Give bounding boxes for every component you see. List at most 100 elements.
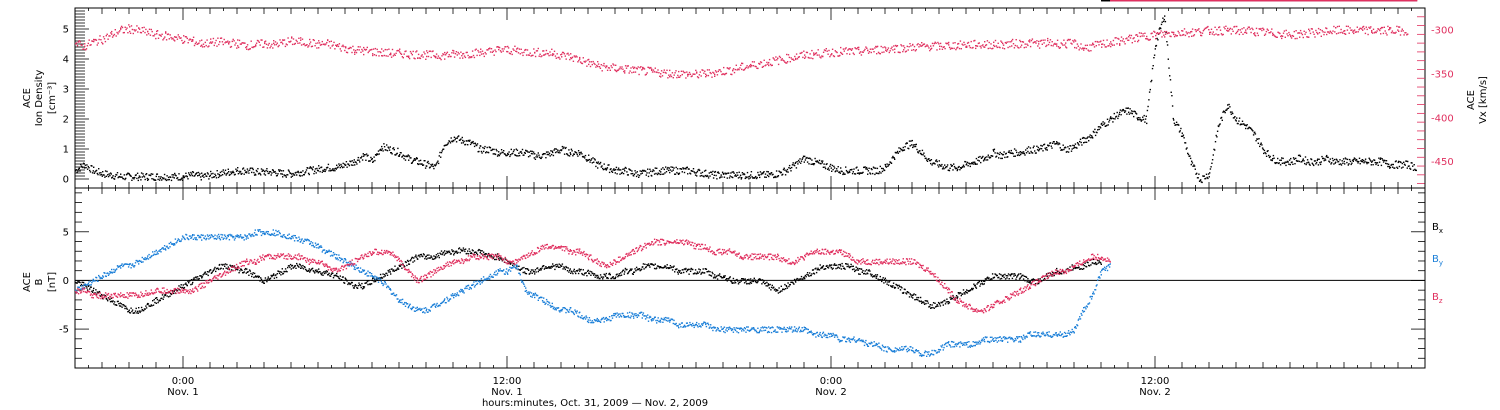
velocity-point	[665, 72, 667, 74]
velocity-point	[325, 43, 327, 45]
density-point	[232, 170, 234, 173]
velocity-point	[228, 43, 230, 45]
velocity-point	[1083, 47, 1086, 49]
density-point	[624, 170, 626, 172]
velocity-point	[620, 68, 622, 70]
bx-point	[728, 278, 730, 280]
velocity-point	[1083, 49, 1085, 51]
density-point	[730, 172, 732, 174]
density-point	[602, 168, 605, 171]
velocity-point	[483, 55, 485, 58]
density-point	[599, 163, 601, 165]
velocity-point	[868, 51, 871, 53]
velocity-point	[642, 67, 645, 69]
density-point	[836, 170, 839, 172]
velocity-point	[365, 48, 368, 51]
velocity-point	[1362, 25, 1365, 28]
bx-point	[687, 269, 689, 271]
velocity-point	[315, 42, 317, 45]
density-point	[851, 168, 853, 171]
density-point	[762, 172, 764, 174]
density-point	[336, 167, 339, 169]
bx-point	[604, 274, 606, 276]
velocity-point	[586, 65, 588, 67]
density-point	[577, 150, 580, 152]
density-point	[215, 175, 217, 177]
density-point	[985, 159, 987, 161]
velocity-point	[660, 73, 662, 75]
density-point	[943, 168, 945, 170]
density-point	[806, 156, 808, 159]
density-point	[168, 178, 170, 181]
velocity-point	[866, 47, 868, 49]
density-point	[578, 152, 580, 154]
bx-point	[642, 266, 644, 268]
velocity-point	[1130, 34, 1133, 37]
density-point	[643, 169, 645, 172]
density-point	[1084, 141, 1086, 143]
density-point	[237, 173, 240, 175]
bx-point	[963, 292, 965, 294]
velocity-point	[932, 45, 935, 47]
velocity-point	[662, 71, 665, 74]
density-point	[1400, 161, 1402, 164]
bx-point	[431, 256, 433, 258]
velocity-point	[1371, 32, 1374, 34]
density-point	[520, 150, 522, 153]
velocity-point	[1245, 31, 1247, 33]
bx-point	[309, 270, 312, 272]
bx-point	[624, 267, 627, 270]
density-point	[929, 159, 931, 162]
density-point	[989, 156, 992, 159]
bottom-panel-frame	[74, 187, 1426, 369]
velocity-point	[339, 48, 341, 50]
density-point	[1387, 165, 1389, 168]
bx-point	[109, 298, 111, 301]
density-point	[200, 179, 202, 181]
bx-point	[535, 271, 537, 273]
density-point	[970, 163, 972, 165]
density-point	[264, 170, 266, 173]
velocity-point	[1209, 33, 1211, 35]
velocity-point	[766, 61, 768, 64]
density-point	[977, 159, 979, 161]
density-point	[237, 167, 239, 169]
density-point	[1189, 157, 1192, 160]
velocity-point	[922, 43, 925, 45]
bx-point	[225, 267, 227, 269]
bx-point	[897, 287, 899, 289]
density-point	[521, 152, 523, 154]
density-point	[528, 151, 530, 153]
velocity-point	[78, 40, 80, 42]
density-point	[669, 169, 672, 171]
density-point	[338, 164, 341, 167]
velocity-point	[702, 69, 704, 72]
bx-point	[557, 265, 559, 267]
density-point	[167, 179, 169, 181]
velocity-point	[660, 76, 662, 78]
density-point	[468, 140, 470, 142]
density-point	[749, 177, 751, 179]
velocity-point	[183, 40, 186, 43]
velocity-point	[1209, 31, 1212, 33]
density-point	[766, 170, 768, 173]
velocity-point	[1067, 38, 1070, 41]
density-point	[316, 167, 318, 170]
velocity-point	[950, 47, 953, 49]
density-point	[212, 176, 215, 178]
velocity-point	[476, 54, 478, 57]
velocity-point	[977, 42, 980, 45]
density-point	[142, 173, 144, 175]
density-point	[432, 165, 434, 168]
velocity-point	[1155, 32, 1158, 35]
bx-point	[764, 282, 767, 284]
velocity-point	[633, 67, 635, 70]
density-point	[427, 160, 429, 163]
bx-point	[248, 274, 250, 276]
velocity-point	[1296, 37, 1298, 40]
velocity-point	[193, 44, 196, 47]
velocity-point	[895, 45, 898, 48]
velocity-point	[138, 27, 140, 29]
density-point	[512, 150, 515, 153]
velocity-point	[1215, 33, 1217, 35]
